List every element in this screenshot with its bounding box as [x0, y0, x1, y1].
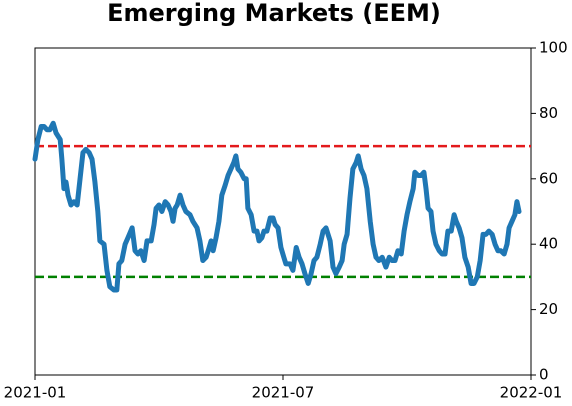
chart-title: Emerging Markets (EEM) [107, 0, 441, 27]
x-tick-label: 2021-07 [252, 384, 315, 402]
plot-frame [34, 47, 532, 376]
y-tick-label: 60 [539, 169, 558, 187]
data-line [32, 120, 522, 293]
y-tick-label: 80 [539, 104, 558, 122]
y-tick-label: 40 [539, 235, 558, 253]
x-tick-label: 2022-01 [500, 384, 563, 402]
y-tick-label: 20 [539, 300, 558, 318]
x-tick-label: 2021-01 [4, 384, 67, 402]
y-tick-label: 100 [539, 39, 568, 57]
y-tick-label: 0 [539, 366, 549, 384]
